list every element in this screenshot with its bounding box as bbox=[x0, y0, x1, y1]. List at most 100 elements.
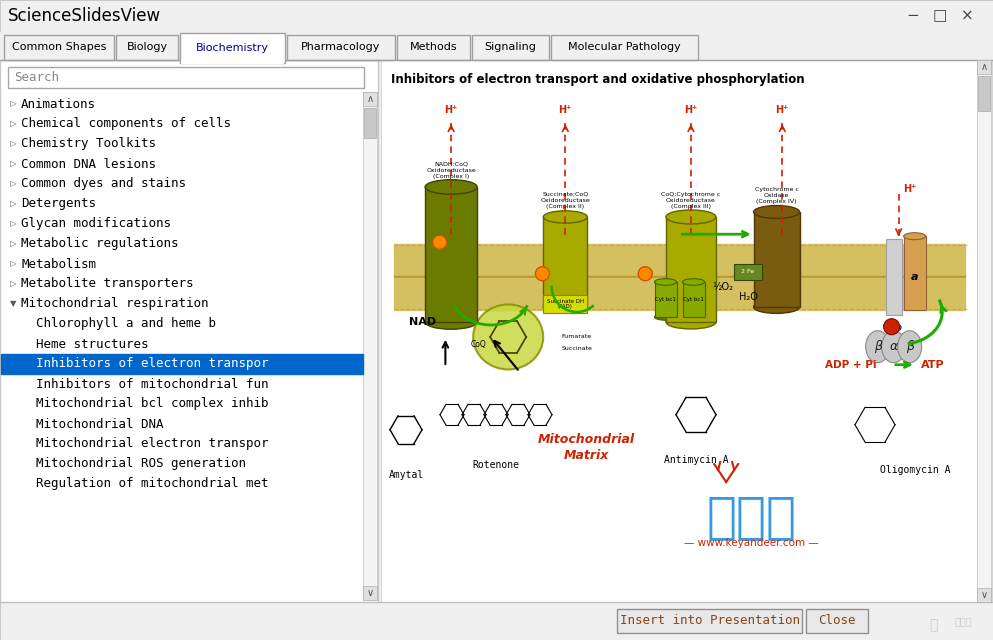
Text: Mitochondrial ROS generation: Mitochondrial ROS generation bbox=[36, 458, 246, 470]
Text: 🦌: 🦌 bbox=[928, 618, 937, 632]
Text: ADP + Pi: ADP + Pi bbox=[825, 360, 877, 370]
Ellipse shape bbox=[754, 205, 799, 218]
Text: ∨: ∨ bbox=[980, 590, 988, 600]
Bar bbox=[397, 35, 470, 60]
Text: ▷: ▷ bbox=[10, 159, 17, 168]
Text: ATP: ATP bbox=[921, 360, 944, 370]
Ellipse shape bbox=[666, 210, 716, 224]
Text: β: β bbox=[874, 340, 882, 353]
Ellipse shape bbox=[425, 315, 477, 329]
Text: 科研鹿: 科研鹿 bbox=[706, 493, 796, 541]
Text: ▷: ▷ bbox=[10, 200, 17, 209]
Bar bbox=[543, 295, 587, 313]
Text: Signaling: Signaling bbox=[485, 42, 536, 52]
Bar bbox=[2, 613, 15, 626]
Bar bbox=[806, 609, 868, 633]
Bar bbox=[886, 239, 902, 315]
Text: Antimycin A: Antimycin A bbox=[663, 454, 728, 465]
Text: Glycan modifications: Glycan modifications bbox=[21, 218, 171, 230]
Bar bbox=[181, 61, 284, 64]
Ellipse shape bbox=[682, 314, 704, 320]
Bar bbox=[977, 60, 991, 602]
Bar bbox=[364, 108, 376, 138]
Text: ▷: ▷ bbox=[10, 220, 17, 228]
Ellipse shape bbox=[682, 278, 704, 285]
Text: Search: Search bbox=[14, 71, 59, 84]
Text: ×: × bbox=[960, 8, 973, 24]
Bar bbox=[551, 35, 698, 60]
Ellipse shape bbox=[904, 233, 925, 240]
Text: Common Shapes: Common Shapes bbox=[12, 42, 106, 52]
Text: Mitochondrial bcl complex inhib: Mitochondrial bcl complex inhib bbox=[36, 397, 268, 410]
Text: b: b bbox=[895, 323, 903, 333]
Bar bbox=[977, 60, 991, 74]
Bar bbox=[0, 32, 993, 60]
Bar bbox=[394, 278, 965, 310]
Bar bbox=[666, 217, 716, 322]
Bar bbox=[754, 212, 799, 307]
Bar bbox=[4, 35, 114, 60]
Text: H⁺: H⁺ bbox=[776, 105, 789, 115]
Ellipse shape bbox=[754, 301, 799, 314]
Text: 2 Fe: 2 Fe bbox=[742, 269, 755, 275]
Ellipse shape bbox=[654, 278, 676, 285]
Text: Succinate DH
(FAD): Succinate DH (FAD) bbox=[547, 298, 584, 309]
Text: ScienceSlidesView: ScienceSlidesView bbox=[8, 7, 161, 25]
Bar bbox=[287, 35, 395, 60]
Text: Oligomycin A: Oligomycin A bbox=[880, 465, 950, 475]
Bar bbox=[977, 588, 991, 602]
Bar bbox=[0, 602, 378, 640]
Text: Detergents: Detergents bbox=[21, 198, 96, 211]
Text: Heme structures: Heme structures bbox=[36, 337, 149, 351]
Text: β: β bbox=[906, 340, 914, 353]
Bar bbox=[1, 354, 363, 374]
Text: Inhibitors of electron transport and oxidative phosphorylation: Inhibitors of electron transport and oxi… bbox=[391, 72, 804, 86]
Text: — www.keyandeer.com —: — www.keyandeer.com — bbox=[684, 538, 818, 548]
Text: H⁺: H⁺ bbox=[445, 105, 458, 115]
Bar bbox=[904, 236, 925, 310]
Bar bbox=[682, 282, 704, 317]
Text: Mitochondrial DNA: Mitochondrial DNA bbox=[36, 417, 164, 431]
Bar bbox=[978, 76, 990, 111]
Text: NADH:CoQ
Oxidoreductase
(Complex I): NADH:CoQ Oxidoreductase (Complex I) bbox=[426, 161, 476, 179]
Text: ▷: ▷ bbox=[10, 280, 17, 289]
Text: Cyt bc1: Cyt bc1 bbox=[655, 297, 676, 302]
Text: Chemistry Toolkits: Chemistry Toolkits bbox=[21, 138, 156, 150]
Text: Mitochondrial respiration: Mitochondrial respiration bbox=[21, 298, 209, 310]
Text: ∧: ∧ bbox=[980, 62, 988, 72]
Text: Animations: Animations bbox=[21, 97, 96, 111]
Text: CoQ: CoQ bbox=[471, 340, 486, 349]
Text: −: − bbox=[907, 8, 920, 24]
Text: Molecular Pathology: Molecular Pathology bbox=[568, 42, 681, 52]
Ellipse shape bbox=[666, 315, 716, 329]
Text: CoQ:Cytochrome c
Oxidoreductase
(Complex III): CoQ:Cytochrome c Oxidoreductase (Complex… bbox=[661, 191, 721, 209]
Text: Metabolite transporters: Metabolite transporters bbox=[21, 278, 194, 291]
Text: Common DNA lesions: Common DNA lesions bbox=[21, 157, 156, 170]
Text: Mitochondrial electron transpor: Mitochondrial electron transpor bbox=[36, 438, 268, 451]
Bar bbox=[654, 282, 676, 317]
Text: α: α bbox=[890, 340, 898, 353]
Text: H⁺: H⁺ bbox=[559, 105, 572, 115]
Ellipse shape bbox=[425, 180, 477, 195]
Bar bbox=[543, 217, 587, 307]
Bar bbox=[363, 586, 377, 600]
Text: Metabolic regulations: Metabolic regulations bbox=[21, 237, 179, 250]
Bar bbox=[180, 33, 285, 63]
Text: Cyt bc1: Cyt bc1 bbox=[683, 297, 704, 302]
Text: a: a bbox=[911, 272, 919, 282]
Text: Biology: Biology bbox=[126, 42, 168, 52]
Text: 科研鹿: 科研鹿 bbox=[954, 616, 972, 626]
Text: Common dyes and stains: Common dyes and stains bbox=[21, 177, 186, 191]
Text: Regulation of mitochondrial met: Regulation of mitochondrial met bbox=[36, 477, 268, 490]
Text: Amytal: Amytal bbox=[388, 470, 424, 480]
Text: Biochemistry: Biochemistry bbox=[196, 43, 269, 53]
Ellipse shape bbox=[474, 305, 543, 369]
Text: Chlorophyll a and heme b: Chlorophyll a and heme b bbox=[36, 317, 216, 330]
Bar bbox=[361, 613, 374, 626]
Text: NAD: NAD bbox=[409, 317, 436, 327]
Bar bbox=[0, 602, 993, 640]
Circle shape bbox=[884, 319, 900, 335]
Bar bbox=[0, 0, 993, 32]
Text: Inhibitors of mitochondrial fun: Inhibitors of mitochondrial fun bbox=[36, 378, 268, 390]
Bar bbox=[381, 60, 992, 602]
